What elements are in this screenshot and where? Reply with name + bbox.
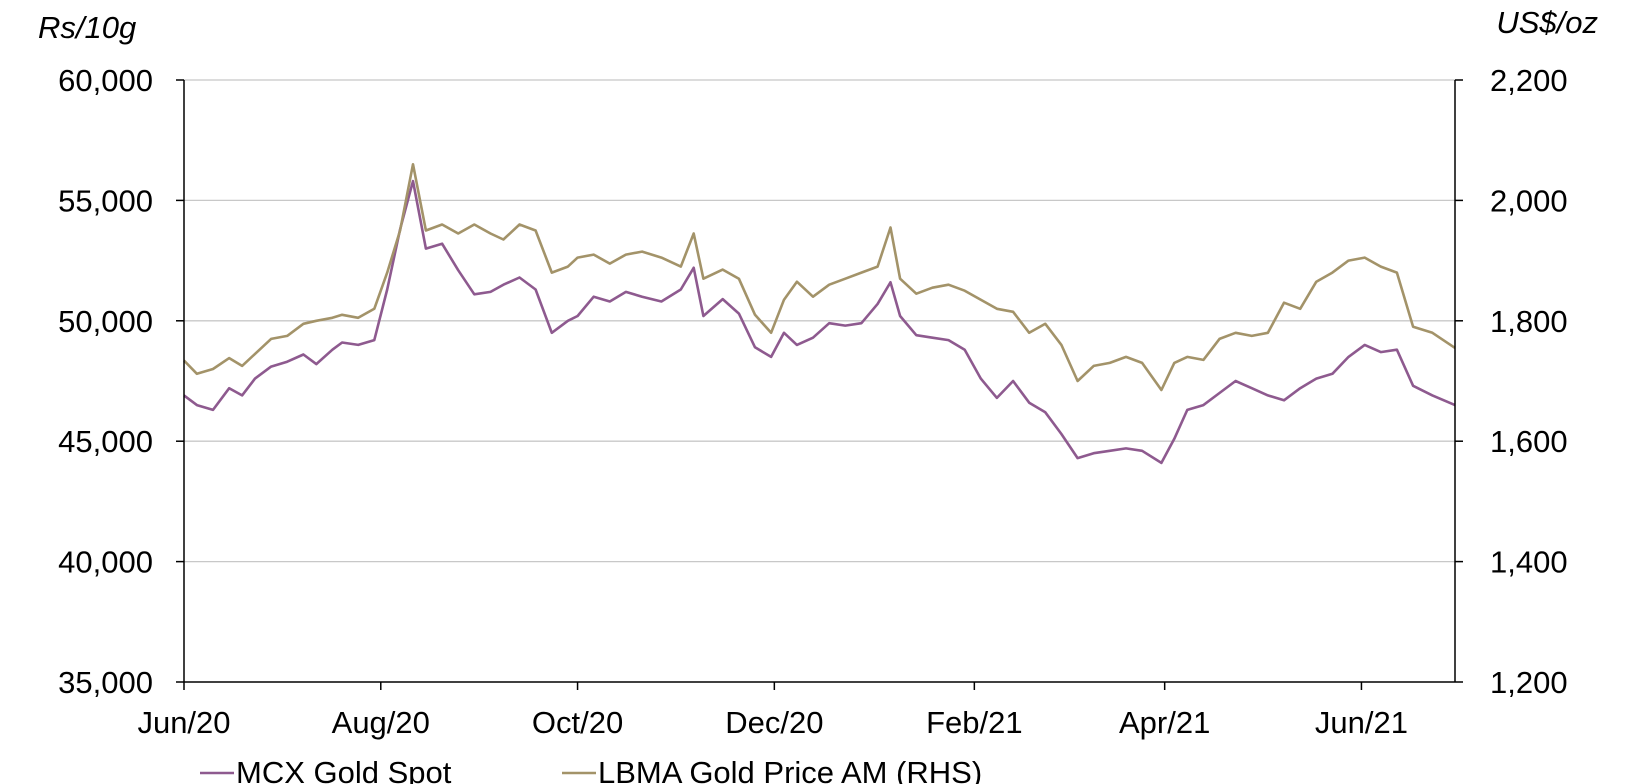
left-axis-tick-label: 45,000	[58, 424, 153, 459]
left-axis-tick-label: 35,000	[58, 665, 153, 700]
chart-axes	[176, 79, 1463, 690]
right-axis-tick-label: 1,600	[1490, 424, 1568, 459]
left-axis-tick-label: 40,000	[58, 545, 153, 580]
x-axis-tick-label: Dec/20	[725, 705, 823, 740]
x-axis-tick-label: Jun/21	[1315, 705, 1408, 740]
legend-label: LBMA Gold Price AM (RHS)	[598, 755, 982, 784]
right-axis-tick-label: 2,200	[1490, 63, 1568, 98]
series-lines	[183, 163, 1456, 465]
x-axis-tick-label: Apr/21	[1119, 705, 1210, 740]
right-axis-tick-labels: 1,200 1,400 1,600 1,800 2,000 2,200	[1490, 63, 1568, 700]
x-axis-tick-labels: Jun/20 Aug/20 Oct/20 Dec/20 Feb/21 Apr/21 Jun/…	[137, 705, 1408, 740]
x-axis-tick-label: Oct/20	[532, 705, 623, 740]
left-axis-tick-label: 55,000	[58, 183, 153, 218]
series-line-1	[183, 179, 1456, 465]
horizontal-gridlines	[184, 79, 1455, 563]
legend-label: MCX Gold Spot	[236, 755, 452, 784]
left-axis-unit-label: Rs/10g	[38, 10, 136, 45]
left-axis-tick-label: 50,000	[58, 304, 153, 339]
series-line-2	[183, 163, 1456, 392]
left-axis-tick-labels: 35,000 40,000 45,000 50,000 55,000 60,000	[58, 63, 153, 700]
right-axis-tick-label: 2,000	[1490, 183, 1568, 218]
right-axis-tick-label: 1,200	[1490, 665, 1568, 700]
x-axis-tick-label: Aug/20	[332, 705, 430, 740]
x-axis-tick-label: Feb/21	[926, 705, 1023, 740]
right-axis-tick-label: 1,800	[1490, 304, 1568, 339]
chart-legend: MCX Gold Spot LBMA Gold Price AM (RHS)	[200, 755, 982, 784]
x-axis-tick-label: Jun/20	[137, 705, 230, 740]
right-axis-unit-label: US$/oz	[1496, 5, 1598, 40]
left-axis-tick-label: 60,000	[58, 63, 153, 98]
right-axis-tick-label: 1,400	[1490, 545, 1568, 580]
